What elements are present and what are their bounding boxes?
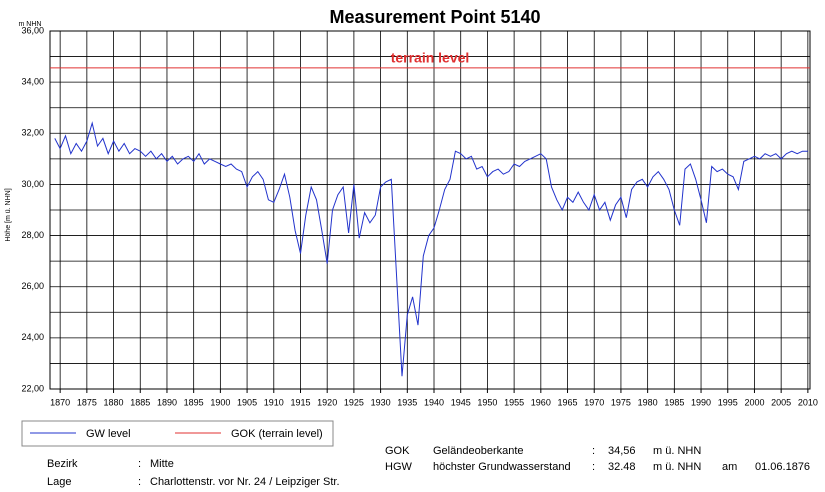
x-tick-label: 1905 — [237, 397, 257, 407]
x-tick-label: 2010 — [798, 397, 818, 407]
x-tick-label: 1945 — [451, 397, 471, 407]
x-tick-label: 1930 — [371, 397, 391, 407]
y-tick-label: 24,00 — [21, 332, 44, 342]
info-text: HGW — [385, 461, 413, 473]
y-tick-label: 34,00 — [21, 77, 44, 87]
info-text: m ü. NHN — [653, 445, 701, 457]
x-tick-label: 1955 — [504, 397, 524, 407]
x-tick-label: 1950 — [477, 397, 497, 407]
info-text: : — [138, 476, 141, 488]
info-text: 32.48 — [608, 461, 636, 473]
info-text: Mitte — [150, 458, 174, 470]
y-unit: m NHN — [19, 21, 42, 28]
y-tick-label: 36,00 — [21, 25, 44, 35]
info-text: höchster Grundwasserstand — [433, 461, 571, 473]
x-tick-label: 1975 — [611, 397, 631, 407]
y-axis-label: Höhe [m ü. NHN] — [5, 188, 12, 241]
x-tick-label: 1880 — [104, 397, 124, 407]
x-tick-label: 1935 — [397, 397, 417, 407]
x-tick-label: 1885 — [130, 397, 150, 407]
y-tick-label: 26,00 — [21, 281, 44, 291]
info-text: : — [592, 461, 595, 473]
info-text: Lage — [47, 476, 71, 488]
info-text: Bezirk — [47, 458, 78, 470]
info-text: : — [592, 445, 595, 457]
x-tick-label: 1990 — [691, 397, 711, 407]
info-text: Charlottenstr. vor Nr. 24 / Leipziger St… — [150, 476, 340, 488]
info-text: 01.06.1876 — [755, 461, 810, 473]
x-tick-label: 1985 — [664, 397, 684, 407]
x-tick-label: 1965 — [558, 397, 578, 407]
x-tick-label: 1890 — [157, 397, 177, 407]
info-text: m ü. NHN — [653, 461, 701, 473]
x-tick-label: 2005 — [771, 397, 791, 407]
y-tick-label: 22,00 — [21, 383, 44, 393]
series-line — [54, 121, 808, 377]
info-text: 34,56 — [608, 445, 636, 457]
x-tick-label: 2000 — [744, 397, 764, 407]
info-text: am — [722, 461, 737, 473]
x-tick-label: 1900 — [210, 397, 230, 407]
y-tick-label: 30,00 — [21, 179, 44, 189]
x-tick-label: 1925 — [344, 397, 364, 407]
x-tick-label: 1920 — [317, 397, 337, 407]
chart-title: Measurement Point 5140 — [329, 7, 540, 27]
x-tick-label: 1910 — [264, 397, 284, 407]
x-tick-label: 1940 — [424, 397, 444, 407]
y-tick-label: 28,00 — [21, 230, 44, 240]
y-tick-label: 32,00 — [21, 128, 44, 138]
legend-label: GW level — [86, 428, 131, 440]
x-tick-label: 1895 — [184, 397, 204, 407]
info-text: GOK — [385, 445, 410, 457]
info-text: : — [138, 458, 141, 470]
legend-label: GOK (terrain level) — [231, 428, 323, 440]
x-tick-label: 1980 — [638, 397, 658, 407]
x-tick-label: 1915 — [290, 397, 310, 407]
x-tick-label: 1995 — [718, 397, 738, 407]
x-tick-label: 1870 — [50, 397, 70, 407]
x-tick-label: 1960 — [531, 397, 551, 407]
info-text: Geländeoberkante — [433, 445, 524, 457]
reference-label: terrain level — [391, 50, 470, 66]
x-tick-label: 1875 — [77, 397, 97, 407]
x-tick-label: 1970 — [584, 397, 604, 407]
